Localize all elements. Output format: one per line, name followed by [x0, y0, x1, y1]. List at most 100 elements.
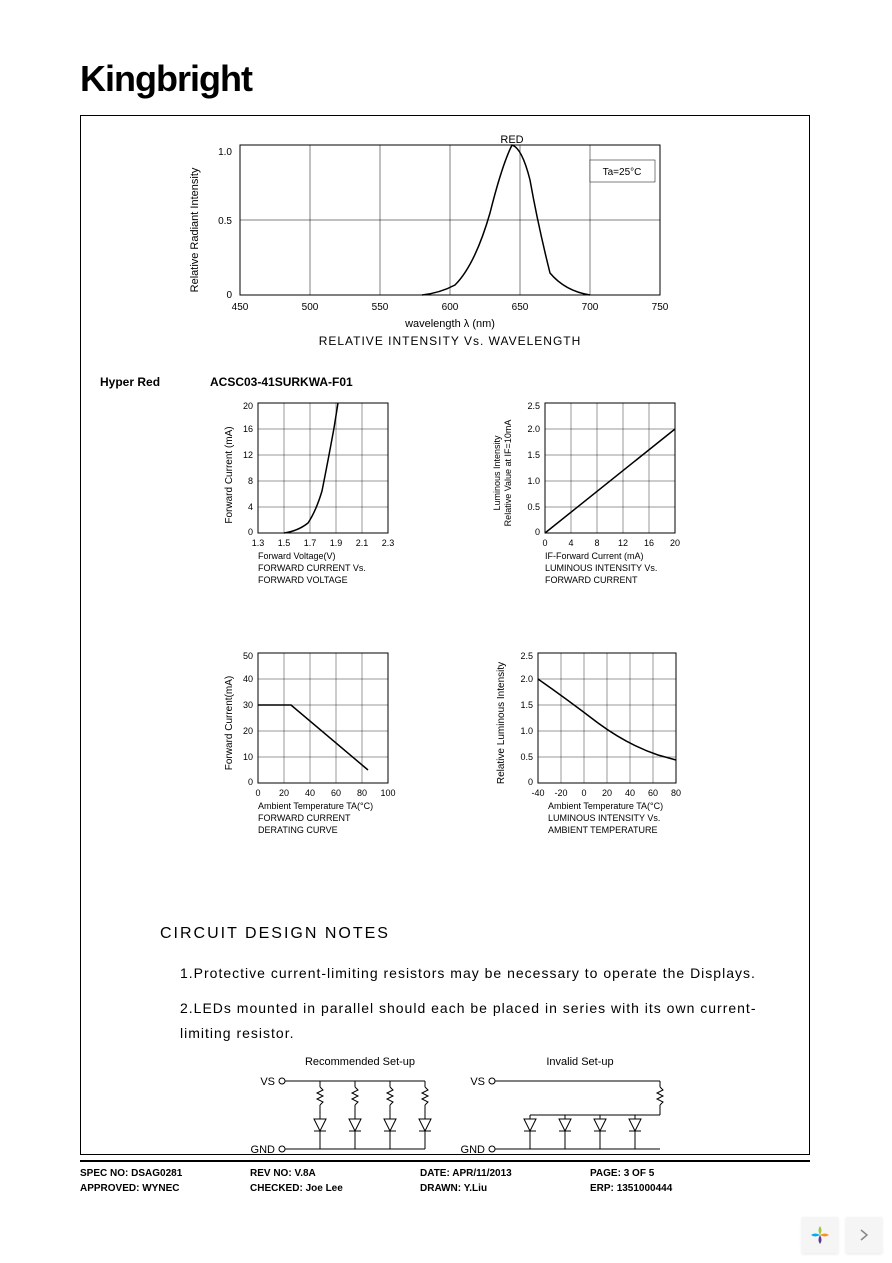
rev-no: V.8A	[294, 1168, 315, 1179]
forward-iv-chart: Forward Current (mA) 1.3 1.5 1.7 1.9 2.1…	[220, 395, 420, 600]
svg-text:FORWARD CURRENT: FORWARD CURRENT	[258, 813, 351, 823]
svg-text:DERATING CURVE: DERATING CURVE	[258, 825, 338, 835]
circuit-notes: CIRCUIT DESIGN NOTES 1.Protective curren…	[160, 920, 760, 1056]
rev-no-label: REV NO:	[250, 1168, 292, 1179]
logo-icon[interactable]	[802, 1217, 838, 1253]
svg-text:0.5: 0.5	[527, 502, 540, 512]
spec-no: DSAG0281	[131, 1168, 182, 1179]
svg-text:1.0: 1.0	[527, 476, 540, 486]
color-label: Hyper Red	[100, 375, 160, 389]
luminous-if-chart: Luminous Intensity Relative Value at IF=…	[490, 395, 710, 600]
svg-text:Forward Current(mA): Forward Current(mA)	[224, 676, 235, 770]
drawn-label: DRAWN:	[420, 1183, 461, 1194]
svg-text:VS: VS	[470, 1076, 485, 1088]
erp-value: 1351000444	[617, 1183, 673, 1194]
svg-text:GND: GND	[461, 1144, 486, 1156]
svg-text:0.5: 0.5	[520, 752, 533, 762]
svg-text:60: 60	[648, 788, 658, 798]
svg-text:2.3: 2.3	[382, 538, 395, 548]
svg-text:80: 80	[671, 788, 681, 798]
svg-text:10: 10	[243, 752, 253, 762]
svg-text:0: 0	[581, 788, 586, 798]
peak-label: RED	[500, 135, 523, 146]
date-label: DATE:	[420, 1168, 450, 1179]
svg-text:IF-Forward Current (mA): IF-Forward Current (mA)	[545, 551, 644, 561]
svg-text:FORWARD CURRENT: FORWARD CURRENT	[545, 575, 638, 585]
svg-text:60: 60	[331, 788, 341, 798]
svg-text:12: 12	[618, 538, 628, 548]
date-value: APR/11/2013	[452, 1168, 512, 1179]
recommended-label: Recommended Set-up	[305, 1056, 415, 1068]
checked-value: Joe Lee	[306, 1183, 343, 1194]
erp-label: ERP:	[590, 1183, 614, 1194]
svg-text:16: 16	[243, 424, 253, 434]
svg-text:20: 20	[243, 726, 253, 736]
temp-annotation: Ta=25°C	[603, 167, 642, 178]
svg-text:20: 20	[602, 788, 612, 798]
footer: SPEC NO: DSAG0281 REV NO: V.8A DATE: APR…	[80, 1160, 810, 1198]
svg-text:LUMINOUS INTENSITY Vs.: LUMINOUS INTENSITY Vs.	[548, 813, 660, 823]
svg-text:8: 8	[594, 538, 599, 548]
svg-text:1.7: 1.7	[304, 538, 317, 548]
page-value: 3 OF 5	[624, 1168, 655, 1179]
svg-text:2.1: 2.1	[356, 538, 369, 548]
svg-text:Luminous Intensity: Luminous Intensity	[492, 435, 502, 511]
svg-text:VS: VS	[260, 1076, 275, 1088]
svg-text:0: 0	[542, 538, 547, 548]
svg-text:16: 16	[644, 538, 654, 548]
svg-text:Relative Value at IF=10mA: Relative Value at IF=10mA	[503, 420, 513, 527]
y-axis-label: Relative Radiant Intensity	[189, 167, 201, 292]
svg-text:20: 20	[670, 538, 680, 548]
page-label: PAGE:	[590, 1168, 621, 1179]
svg-text:80: 80	[357, 788, 367, 798]
svg-text:20: 20	[279, 788, 289, 798]
svg-text:600: 600	[442, 302, 459, 313]
svg-text:1.5: 1.5	[520, 700, 533, 710]
svg-text:0: 0	[248, 527, 253, 537]
svg-text:0: 0	[255, 788, 260, 798]
svg-text:Ambient Temperature TA(°C): Ambient Temperature TA(°C)	[548, 801, 663, 811]
part-number: ACSC03-41SURKWA-F01	[210, 375, 353, 389]
svg-text:4: 4	[248, 502, 253, 512]
svg-text:Forward Current (mA): Forward Current (mA)	[224, 426, 235, 523]
svg-text:450: 450	[232, 302, 249, 313]
svg-text:40: 40	[243, 674, 253, 684]
svg-text:30: 30	[243, 700, 253, 710]
svg-text:2.5: 2.5	[520, 651, 533, 661]
svg-text:-20: -20	[554, 788, 567, 798]
svg-text:40: 40	[625, 788, 635, 798]
page-nav	[802, 1217, 882, 1253]
svg-text:1.0: 1.0	[520, 726, 533, 736]
svg-text:0: 0	[528, 777, 533, 787]
svg-text:0: 0	[535, 527, 540, 537]
svg-text:4: 4	[568, 538, 573, 548]
svg-text:100: 100	[380, 788, 395, 798]
note-item-1: 1.Protective current-limiting resistors …	[160, 961, 760, 986]
drawn-value: Y.Liu	[464, 1183, 487, 1194]
svg-text:50: 50	[243, 651, 253, 661]
svg-text:40: 40	[305, 788, 315, 798]
circuit-diagrams: Recommended Set-up VS GND	[250, 1055, 730, 1170]
svg-text:1.9: 1.9	[330, 538, 343, 548]
svg-text:1.5: 1.5	[527, 450, 540, 460]
svg-text:2.0: 2.0	[520, 674, 533, 684]
svg-text:1.5: 1.5	[278, 538, 291, 548]
approved-label: APPROVED:	[80, 1183, 139, 1194]
svg-text:0: 0	[226, 290, 232, 301]
svg-text:2.5: 2.5	[527, 401, 540, 411]
svg-text:FORWARD VOLTAGE: FORWARD VOLTAGE	[258, 575, 348, 585]
wavelength-chart: Relative Radiant Intensity 450 500 550 6…	[180, 135, 710, 350]
derating-chart: Forward Current(mA) 0 20 40 60 80 100 0 …	[220, 645, 420, 850]
svg-text:LUMINOUS INTENSITY Vs.: LUMINOUS INTENSITY Vs.	[545, 563, 657, 573]
checked-label: CHECKED:	[250, 1183, 303, 1194]
svg-text:20: 20	[243, 401, 253, 411]
svg-text:12: 12	[243, 450, 253, 460]
luminous-temp-chart: Relative Luminous Intensity -40 -20 0 20…	[490, 645, 710, 850]
svg-text:750: 750	[652, 302, 669, 313]
svg-text:550: 550	[372, 302, 389, 313]
svg-text:1.0: 1.0	[218, 147, 232, 158]
next-page-button[interactable]	[846, 1217, 882, 1253]
svg-text:Relative Luminous Intensity: Relative Luminous Intensity	[496, 662, 507, 784]
svg-text:700: 700	[582, 302, 599, 313]
svg-text:Ambient Temperature TA(°C): Ambient Temperature TA(°C)	[258, 801, 373, 811]
